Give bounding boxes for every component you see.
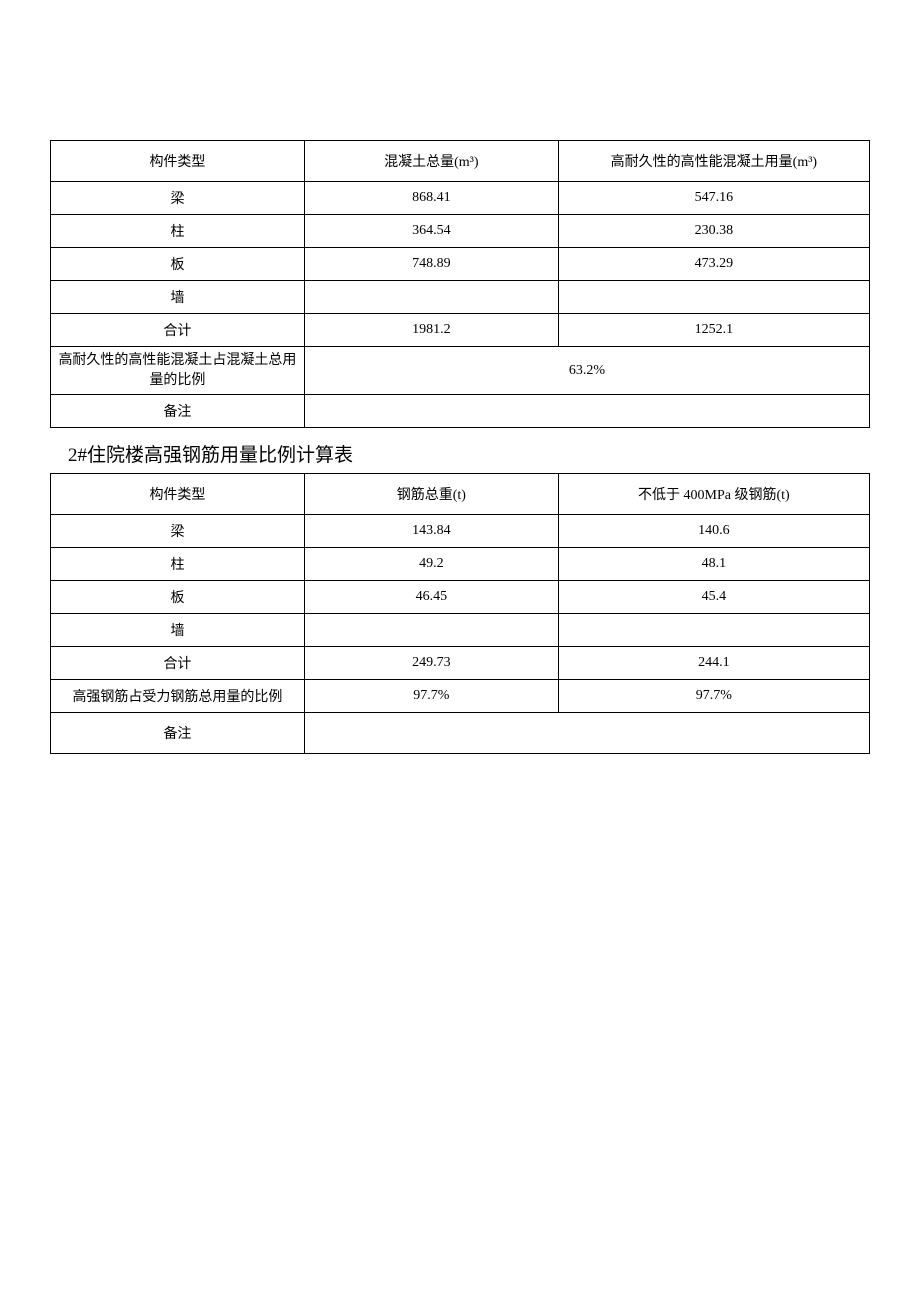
ratio-label: 高耐久性的高性能混凝土占混凝土总用量的比例 xyxy=(51,347,305,395)
remark-label: 备注 xyxy=(51,713,305,754)
table-row: 柱 364.54 230.38 xyxy=(51,215,870,248)
table-row: 柱 49.2 48.1 xyxy=(51,548,870,581)
section-title: 2#住院楼高强钢筋用量比例计算表 xyxy=(50,428,870,473)
cell-value xyxy=(558,281,869,314)
row-label: 墙 xyxy=(51,614,305,647)
table-header-row: 构件类型 钢筋总重(t) 不低于 400MPa 级钢筋(t) xyxy=(51,474,870,515)
cell-value: 473.29 xyxy=(558,248,869,281)
rebar-table: 构件类型 钢筋总重(t) 不低于 400MPa 级钢筋(t) 梁 143.84 … xyxy=(50,473,870,754)
cell-value: 249.73 xyxy=(304,647,558,680)
cell-value: 868.41 xyxy=(304,182,558,215)
ratio-value: 97.7% xyxy=(558,680,869,713)
ratio-row: 高耐久性的高性能混凝土占混凝土总用量的比例 63.2% xyxy=(51,347,870,395)
cell-value: 244.1 xyxy=(558,647,869,680)
cell-value: 230.38 xyxy=(558,215,869,248)
cell-value: 143.84 xyxy=(304,515,558,548)
cell-value: 1981.2 xyxy=(304,314,558,347)
row-label: 合计 xyxy=(51,314,305,347)
ratio-value: 97.7% xyxy=(304,680,558,713)
table-header-row: 构件类型 混凝土总量(m³) 高耐久性的高性能混凝土用量(m³) xyxy=(51,141,870,182)
remark-row: 备注 xyxy=(51,713,870,754)
cell-value: 49.2 xyxy=(304,548,558,581)
remark-label: 备注 xyxy=(51,395,305,428)
cell-value: 748.89 xyxy=(304,248,558,281)
row-label: 墙 xyxy=(51,281,305,314)
cell-value: 45.4 xyxy=(558,581,869,614)
header-high-performance: 高耐久性的高性能混凝土用量(m³) xyxy=(558,141,869,182)
table-row: 板 748.89 473.29 xyxy=(51,248,870,281)
cell-value: 48.1 xyxy=(558,548,869,581)
row-label: 板 xyxy=(51,248,305,281)
table-row: 梁 868.41 547.16 xyxy=(51,182,870,215)
header-rebar-total: 钢筋总重(t) xyxy=(304,474,558,515)
ratio-label: 高强钢筋占受力钢筋总用量的比例 xyxy=(51,680,305,713)
row-label: 柱 xyxy=(51,548,305,581)
header-concrete-total: 混凝土总量(m³) xyxy=(304,141,558,182)
remark-value xyxy=(304,713,869,754)
row-label: 柱 xyxy=(51,215,305,248)
cell-value: 140.6 xyxy=(558,515,869,548)
table-row: 合计 1981.2 1252.1 xyxy=(51,314,870,347)
cell-value xyxy=(558,614,869,647)
row-label: 板 xyxy=(51,581,305,614)
header-component-type: 构件类型 xyxy=(51,141,305,182)
row-label: 梁 xyxy=(51,515,305,548)
cell-value xyxy=(304,614,558,647)
table-row: 墙 xyxy=(51,281,870,314)
table-row: 板 46.45 45.4 xyxy=(51,581,870,614)
table-row: 墙 xyxy=(51,614,870,647)
header-component-type: 构件类型 xyxy=(51,474,305,515)
concrete-table: 构件类型 混凝土总量(m³) 高耐久性的高性能混凝土用量(m³) 梁 868.4… xyxy=(50,140,870,428)
row-label: 梁 xyxy=(51,182,305,215)
cell-value: 46.45 xyxy=(304,581,558,614)
ratio-value: 63.2% xyxy=(304,347,869,395)
row-label: 合计 xyxy=(51,647,305,680)
remark-row: 备注 xyxy=(51,395,870,428)
cell-value xyxy=(304,281,558,314)
remark-value xyxy=(304,395,869,428)
cell-value: 1252.1 xyxy=(558,314,869,347)
document-container: 构件类型 混凝土总量(m³) 高耐久性的高性能混凝土用量(m³) 梁 868.4… xyxy=(50,140,870,754)
ratio-row: 高强钢筋占受力钢筋总用量的比例 97.7% 97.7% xyxy=(51,680,870,713)
cell-value: 364.54 xyxy=(304,215,558,248)
table-row: 合计 249.73 244.1 xyxy=(51,647,870,680)
header-400mpa-rebar: 不低于 400MPa 级钢筋(t) xyxy=(558,474,869,515)
cell-value: 547.16 xyxy=(558,182,869,215)
table-row: 梁 143.84 140.6 xyxy=(51,515,870,548)
